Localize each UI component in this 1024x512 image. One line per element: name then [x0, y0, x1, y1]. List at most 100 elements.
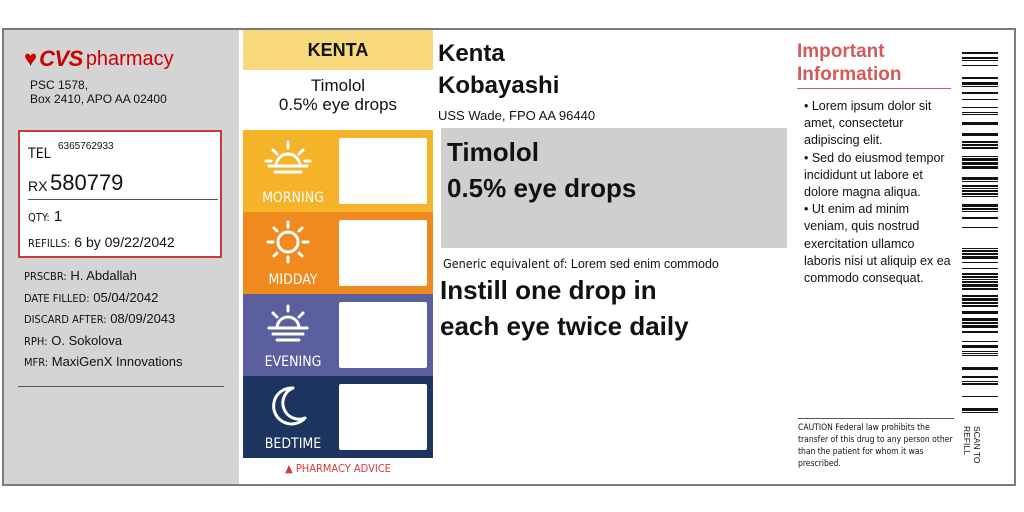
patient-first-name: Kenta — [438, 40, 505, 67]
period-label: MORNING — [262, 190, 324, 206]
drug-name: Timolol 0.5% eye drops — [447, 134, 636, 206]
scan-label-line2: REFILL — [962, 426, 972, 455]
barcode-stripe — [962, 288, 998, 290]
barcode-stripe — [962, 82, 998, 85]
barcode-stripe — [962, 279, 998, 280]
sunset-icon — [267, 304, 309, 342]
instructions-line1: Instill one drop in — [440, 275, 657, 305]
caution-notice: CAUTION Federal law prohibits the transf… — [798, 418, 954, 470]
info-bullet: • Lorem ipsum dolor sit amet, consectetu… — [804, 99, 932, 148]
period-morning: MORNING — [243, 130, 433, 212]
patient-address: USS Wade, FPO AA 96440 — [438, 108, 596, 123]
sunrise-icon — [264, 140, 312, 174]
detail-value: 08/09/2043 — [110, 311, 176, 326]
barcode-stripe — [962, 262, 998, 263]
pharmacy-address-line2: Box 2410, APO AA 02400 — [30, 92, 167, 106]
detail-value: H. Abdallah — [70, 268, 137, 283]
barcode-stripe — [962, 166, 998, 169]
qty-row: QTY: 1 — [28, 208, 62, 225]
barcode-stripe — [962, 355, 998, 356]
pharmacy-address-line1: PSC 1578, — [30, 78, 89, 92]
detail-value: O. Sokolova — [51, 332, 123, 348]
barcode-stripe — [962, 65, 998, 66]
barcode-stripe — [962, 325, 998, 328]
important-info-title: Important Information — [797, 40, 902, 86]
schedule-drug-line1: Timolol — [310, 76, 366, 95]
refill-barcode[interactable] — [962, 52, 998, 414]
barcode-stripe — [962, 211, 998, 212]
barcode-stripe — [962, 331, 998, 333]
schedule-drug-line2: 0.5% eye drops — [278, 95, 398, 114]
period-bedtime: BEDTIME — [243, 376, 433, 458]
barcode-stripe — [962, 190, 998, 192]
detail-label: RPH: — [24, 334, 48, 348]
schedule-drug-name: Timolol 0.5% eye drops — [243, 76, 433, 114]
barcode-stripe — [962, 276, 998, 278]
detail-label: DATE FILLED: — [24, 291, 90, 305]
period-label: BEDTIME — [264, 436, 322, 452]
important-title-line2: Information — [797, 64, 902, 85]
heart-icon: ♥ — [24, 46, 38, 71]
barcode-stripe — [962, 284, 998, 287]
barcode-stripe — [962, 156, 998, 157]
barcode-stripe — [962, 107, 998, 108]
dose-checkbox[interactable] — [339, 384, 427, 450]
pharmacy-info-panel: ♥ CVS pharmacy PSC 1578, Box 2410, APO A… — [4, 30, 239, 484]
barcode-stripe — [962, 185, 998, 187]
barcode-stripe — [962, 311, 998, 314]
barcode-stripe — [962, 248, 998, 249]
barcode-stripe — [962, 273, 998, 275]
detail-row: PRSCBR: H. Abdallah — [24, 266, 183, 288]
drug-name-line2: 0.5% eye drops — [447, 173, 637, 203]
barcode-stripe — [962, 122, 998, 125]
barcode-stripe — [962, 351, 998, 352]
patient-name: Kenta Kobayashi — [438, 38, 559, 102]
dose-checkbox[interactable] — [339, 220, 427, 286]
barcode-stripe — [962, 144, 998, 146]
barcode-stripe — [962, 177, 998, 180]
barcode-stripe — [962, 162, 998, 165]
barcode-stripe — [962, 86, 998, 87]
important-title-line1: Important — [797, 41, 885, 62]
dose-checkbox[interactable] — [339, 302, 427, 368]
generic-label: Generic equivalent of: — [443, 256, 568, 271]
barcode-stripe — [962, 77, 998, 79]
barcode-stripe — [962, 408, 998, 411]
period-label: EVENING — [264, 354, 322, 370]
pharmacy-advice: ▲ PHARMACY ADVICE — [285, 462, 391, 475]
dosage-instructions: Instill one drop in each eye twice daily — [440, 272, 689, 344]
detail-label: PRSCBR: — [24, 270, 67, 283]
patient-last-name: Kobayashi — [438, 72, 560, 99]
schedule-patient-name: KENTA — [243, 30, 433, 70]
generic-equivalent: Generic equivalent of: Lorem sed enim co… — [443, 256, 719, 271]
refills-value: 6 by 09/22/2042 — [74, 234, 175, 250]
barcode-stripe — [962, 295, 998, 297]
scan-to-refill-label: SCAN TO REFILL — [962, 426, 982, 464]
tel-label: TEL — [28, 146, 51, 162]
drug-name-line1: Timolol — [447, 137, 539, 167]
period-evening: EVENING — [243, 294, 433, 376]
barcode-stripe — [962, 158, 998, 161]
info-bullet: • Ut enim ad minim veniam, quis nostrud … — [804, 202, 951, 286]
barcode-stripe — [962, 204, 998, 207]
barcode-stripe — [962, 52, 998, 54]
refills-row: REFILLS: 6 by 09/22/2042 — [28, 234, 175, 250]
period-midday: MIDDAY — [243, 212, 433, 294]
rx-number: 580779 — [50, 170, 124, 195]
drug-name-box: Timolol 0.5% eye drops — [441, 128, 787, 248]
barcode-stripe — [962, 193, 998, 195]
prescription-details: PRSCBR: H. Abdallah DATE FILLED: 05/04/2… — [24, 266, 183, 374]
moon-icon — [272, 386, 307, 426]
barcode-stripe — [962, 147, 998, 149]
barcode-stripe — [962, 196, 998, 197]
tel-value: 6365762933 — [58, 141, 114, 152]
barcode-stripe — [962, 268, 998, 269]
info-bullet: • Sed do eiusmod tempor incididunt ut la… — [804, 150, 945, 200]
barcode-stripe — [962, 227, 998, 228]
barcode-stripe — [962, 256, 998, 259]
barcode-stripe — [962, 99, 998, 100]
barcode-stripe — [962, 322, 998, 324]
dose-checkbox[interactable] — [339, 138, 427, 204]
rx-info-box: TEL 6365762933 RX 580779 QTY: 1 REFILLS:… — [18, 130, 222, 258]
barcode-stripe — [962, 302, 998, 304]
